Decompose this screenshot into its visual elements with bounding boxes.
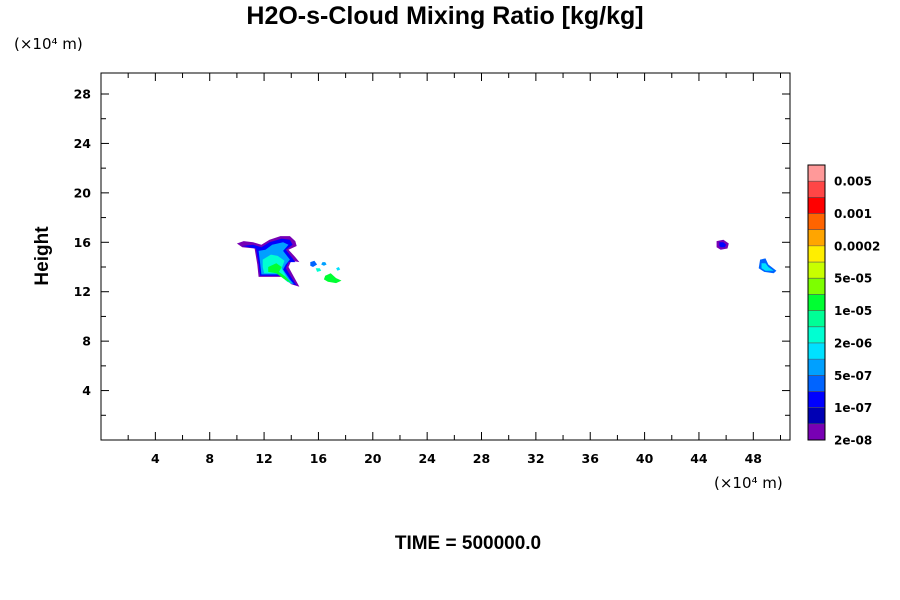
- plot-frame: [100, 72, 791, 441]
- x-tick-label: 4: [151, 451, 160, 466]
- colorbar-swatch: [808, 326, 825, 344]
- colorbar-label: 0.0002: [834, 239, 880, 253]
- plot-data-layer: [236, 236, 777, 287]
- x-tick-label: 36: [582, 451, 600, 466]
- colorbar-label: 0.005: [834, 175, 872, 189]
- colorbar-swatch: [808, 423, 825, 441]
- colorbar-swatch: [808, 278, 825, 295]
- colorbar: 0.005 0.001 0.0002 5e-05 1e-05 2e-06 5e-07 1e-0…: [807, 164, 880, 448]
- y-tick-label: 24: [74, 136, 92, 151]
- cloud-region-5: [268, 263, 292, 284]
- y-axis-label: Height: [32, 226, 53, 286]
- x-tick-label: 28: [473, 451, 490, 466]
- y-axis-unit: (×10⁴ m): [14, 35, 83, 53]
- colorbar-swatch: [808, 407, 825, 425]
- y-tick-label: 20: [74, 185, 92, 200]
- x-tick-label: 32: [527, 451, 544, 466]
- cloud-region-9: [323, 273, 342, 284]
- x-tick-label: 12: [255, 451, 272, 466]
- x-tick-label: 48: [745, 451, 762, 466]
- x-axis-unit: (×10⁴ m): [714, 474, 783, 492]
- colorbar-swatch: [808, 359, 825, 376]
- x-tick-label: 44: [690, 451, 708, 466]
- y-tick-label: 4: [82, 383, 91, 398]
- cloud-region-14: [761, 263, 774, 271]
- colorbar-label: 0.001: [834, 207, 872, 221]
- colorbar-swatch: [808, 245, 825, 263]
- y-tick-label: 16: [74, 235, 92, 250]
- x-tick-label: 8: [205, 451, 214, 466]
- time-label: TIME = 500000.0: [395, 533, 541, 554]
- colorbar-label: 5e-07: [834, 369, 872, 383]
- x-tick-label: 24: [418, 451, 436, 466]
- colorbar-swatch: [808, 391, 825, 408]
- colorbar-label: 2e-08: [834, 434, 872, 448]
- colorbar-frame: [807, 164, 826, 441]
- chart-title: H2O-s-Cloud Mixing Ratio [kg/kg]: [246, 2, 643, 30]
- y-axis: 4 8 12 16 20 24 28: [74, 87, 790, 416]
- colorbar-swatch: [808, 181, 825, 198]
- colorbar-swatch: [808, 375, 825, 392]
- y-tick-label: 28: [74, 87, 91, 102]
- cloud-region-12: [719, 242, 727, 248]
- colorbar-swatch: [808, 197, 825, 214]
- y-tick-label: 8: [82, 334, 91, 349]
- colorbar-swatch: [808, 213, 825, 231]
- colorbar-swatch: [808, 310, 825, 328]
- y-tick-label: 12: [74, 284, 91, 299]
- x-tick-label: 16: [310, 451, 328, 466]
- colorbar-swatch: [808, 262, 825, 279]
- cloud-region-6: [310, 260, 318, 267]
- x-axis: 4 8 12 16 20 24 28 32 36 40 44 48: [127, 73, 781, 466]
- colorbar-label: 1e-07: [834, 401, 872, 415]
- cloud-region-10: [315, 268, 322, 272]
- colorbar-swatch: [808, 294, 825, 311]
- cloud-region-7: [321, 262, 327, 266]
- colorbar-swatch: [808, 165, 825, 182]
- cloud-region-8: [336, 267, 341, 271]
- colorbar-label: 5e-05: [834, 272, 872, 286]
- x-tick-label: 20: [364, 451, 382, 466]
- colorbar-swatch: [808, 342, 825, 360]
- cloud-region-13: [758, 258, 777, 274]
- colorbar-label: 1e-05: [834, 304, 872, 318]
- colorbar-label: 2e-06: [834, 336, 872, 350]
- colorbar-swatch: [808, 229, 825, 247]
- x-tick-label: 40: [636, 451, 654, 466]
